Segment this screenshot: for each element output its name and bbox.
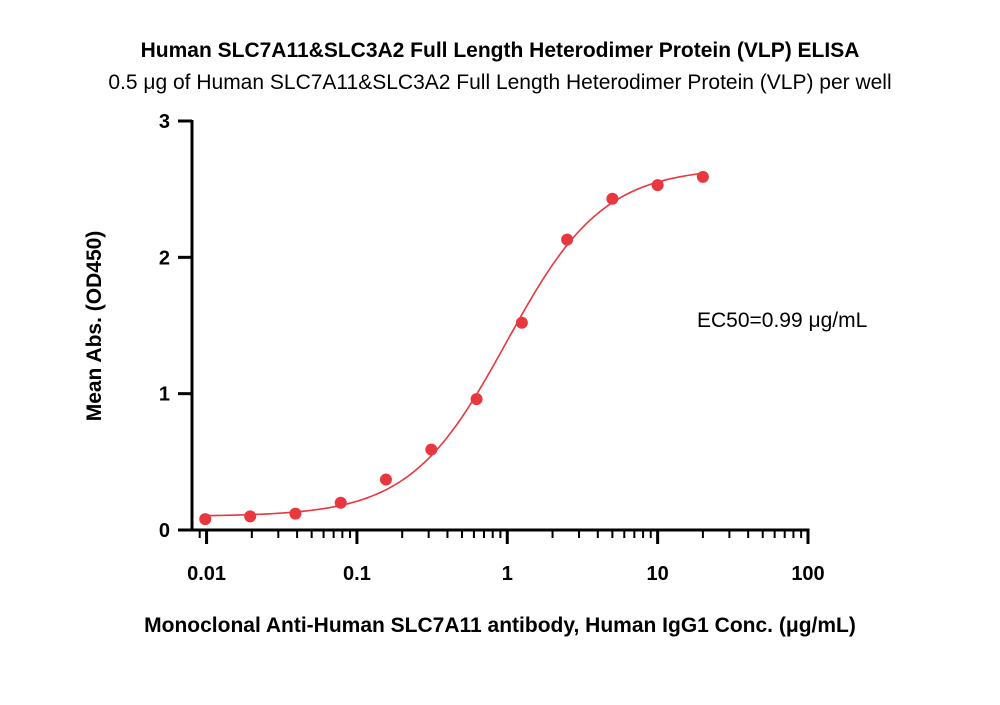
data-point (289, 507, 302, 520)
ec50-annotation: EC50=0.99 μg/mL (697, 309, 867, 332)
x-tick-label: 0.1 (343, 563, 371, 585)
data-point (199, 513, 212, 526)
y-axis-label: Mean Abs. (OD450) (83, 231, 106, 422)
data-point (515, 316, 528, 329)
data-point (561, 233, 574, 246)
y-tick-label: 1 (159, 384, 170, 406)
data-point (470, 393, 483, 406)
data-point (606, 192, 619, 205)
data-point (696, 170, 709, 183)
y-tick-label: 0 (159, 520, 170, 542)
data-point (244, 510, 257, 523)
chart-title: Human SLC7A11&SLC3A2 Full Length Heterod… (141, 39, 860, 62)
chart-subtitle: 0.5 μg of Human SLC7A11&SLC3A2 Full Leng… (108, 71, 891, 94)
x-tick-label: 0.01 (187, 563, 226, 585)
y-tick-label: 3 (159, 111, 170, 133)
y-tick-label: 2 (159, 247, 170, 269)
x-axis-ticks: 0.01 0.1 1 10 100 (187, 530, 825, 585)
x-tick-label: 10 (647, 563, 669, 585)
data-point (425, 443, 438, 456)
x-axis-label: Monoclonal Anti-Human SLC7A11 antibody, … (144, 614, 856, 637)
x-tick-label: 100 (791, 563, 824, 585)
data-point (334, 496, 347, 509)
plot-area: 0 1 2 3 0.01 0.1 1 10 100 (159, 111, 825, 585)
data-points (199, 170, 709, 526)
y-axis-ticks: 0 1 2 3 (159, 111, 192, 542)
data-point (651, 179, 664, 192)
x-tick-label: 1 (502, 563, 513, 585)
data-point (379, 473, 392, 486)
fit-curve (205, 172, 703, 517)
